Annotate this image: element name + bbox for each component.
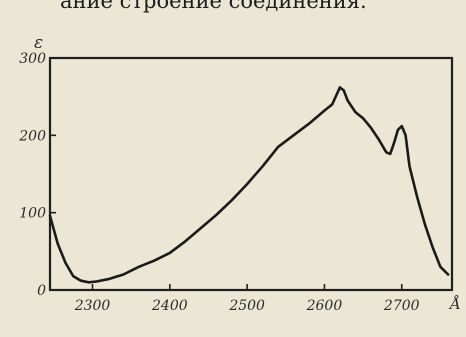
y-tick-labels: 0 100 200 300: [18, 51, 46, 299]
x-tick-label: 2500: [228, 298, 265, 314]
plot-border: [48, 56, 454, 292]
x-axis-label: Å: [448, 295, 461, 313]
tick-marks: [50, 57, 403, 291]
x-tick-label: 2600: [306, 298, 343, 314]
x-tick-label: 2400: [151, 298, 188, 314]
y-tick-label: 0: [37, 283, 46, 299]
x-tick-label: 2300: [74, 298, 111, 314]
x-tick-labels: 2300 2400 2500 2600 2700: [74, 298, 420, 314]
plot-frame: [48, 56, 454, 292]
y-tick-label: 100: [19, 206, 46, 222]
y-axis-label: ε: [34, 33, 43, 53]
y-tick-label: 300: [19, 51, 46, 67]
series-line: [48, 86, 450, 284]
x-tick-label: 2700: [383, 298, 420, 314]
header-text-fragment: ание строение соединения.: [60, 0, 367, 13]
y-tick-label: 200: [18, 128, 46, 144]
